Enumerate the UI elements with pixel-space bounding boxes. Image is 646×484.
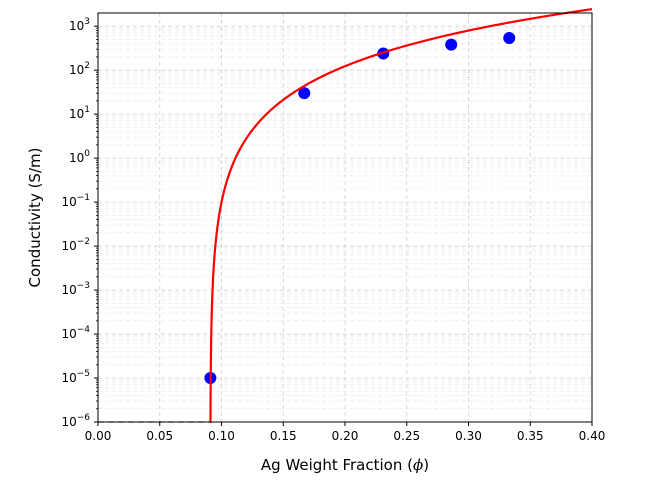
y-tick-label: 10−2 [61,237,90,253]
x-tick-label: 0.15 [270,429,297,443]
y-tick-base: 10 [61,371,76,385]
y-tick-base: 10 [61,415,76,429]
y-tick-exponent: 2 [84,61,90,71]
y-tick-label: 10−6 [61,413,90,429]
x-tick-label: 0.35 [517,429,544,443]
y-tick-base: 10 [61,239,76,253]
x-tick-label: 0.05 [146,429,173,443]
y-tick-base: 10 [69,107,84,121]
y-tick-label: 102 [69,61,90,77]
x-axis-label-close: ) [423,456,429,474]
fit-curve [209,8,593,424]
y-tick-label: 10−1 [61,193,90,209]
x-tick-label: 0.10 [208,429,235,443]
y-tick-exponent: −1 [77,193,90,203]
y-tick-exponent: −3 [77,281,90,291]
x-tick-label: 0.00 [85,429,112,443]
y-tick-label: 10−4 [61,325,90,341]
x-axis-label-text: Ag Weight Fraction ( [261,456,413,474]
y-tick-exponent: −4 [77,325,91,335]
y-tick-label: 10−3 [61,281,90,297]
y-tick-base: 10 [69,63,84,77]
y-tick-label: 100 [69,149,90,165]
x-tick-label: 0.30 [455,429,482,443]
data-point [298,87,311,100]
y-tick-label: 10−5 [61,369,90,385]
x-tick-label: 0.40 [579,429,606,443]
y-tick-base: 10 [61,283,76,297]
y-tick-exponent: −2 [77,237,90,247]
x-axis-label: Ag Weight Fraction (ϕ) [261,456,429,474]
x-tick-label: 0.20 [332,429,359,443]
y-tick-label: 101 [69,105,90,121]
x-axis-label-symbol: ϕ [413,456,423,474]
y-tick-exponent: −6 [77,413,91,423]
y-tick-exponent: 0 [84,149,90,159]
y-tick-exponent: 3 [84,17,90,27]
data-point [445,38,458,51]
y-tick-base: 10 [69,19,84,33]
ticks: 0.00 0.05 0.10 0.15 0.20 0.25 0.30 0.35 0.4010−6… [61,17,605,443]
y-axis-label: Conductivity (S/m) [26,148,44,288]
y-tick-base: 10 [69,151,84,165]
y-tick-exponent: 1 [84,105,90,115]
grid [97,13,593,423]
x-tick-label: 0.25 [393,429,420,443]
y-tick-label: 103 [69,17,90,33]
y-tick-exponent: −5 [77,369,90,379]
y-tick-base: 10 [61,195,76,209]
y-tick-base: 10 [61,327,76,341]
data-point [503,31,516,44]
